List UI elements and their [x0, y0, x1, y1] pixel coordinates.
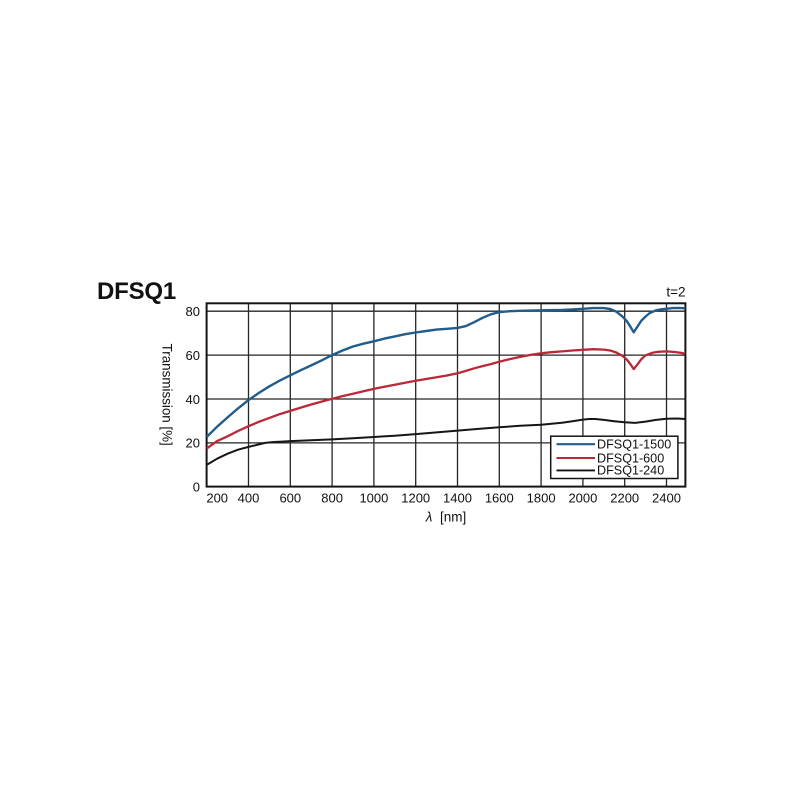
svg-text:2000: 2000: [568, 491, 597, 506]
svg-text:80: 80: [186, 304, 200, 319]
svg-text:200: 200: [206, 491, 228, 506]
svg-text:DFSQ1-240: DFSQ1-240: [597, 464, 664, 478]
svg-text:1400: 1400: [443, 491, 472, 506]
svg-text:60: 60: [186, 348, 200, 363]
svg-text:2200: 2200: [610, 491, 639, 506]
svg-text:DFSQ1-1500: DFSQ1-1500: [597, 438, 671, 452]
svg-text:1200: 1200: [401, 491, 430, 506]
svg-text:1600: 1600: [485, 491, 514, 506]
svg-text:800: 800: [321, 491, 343, 506]
svg-text:Transmission [%]: Transmission [%]: [160, 344, 175, 446]
svg-text:1800: 1800: [527, 491, 556, 506]
svg-text:DFSQ1-600: DFSQ1-600: [597, 451, 664, 465]
svg-text:0: 0: [193, 480, 200, 495]
svg-text:400: 400: [238, 491, 260, 506]
svg-text:40: 40: [186, 392, 200, 407]
svg-text:600: 600: [279, 491, 301, 506]
svg-text:t=2: t=2: [666, 285, 685, 300]
svg-text:20: 20: [186, 436, 200, 451]
svg-text:λ [nm]: λ [nm]: [425, 509, 466, 524]
svg-text:1000: 1000: [359, 491, 388, 506]
svg-text:2400: 2400: [652, 491, 681, 506]
svg-text:DFSQ1: DFSQ1: [97, 278, 176, 305]
